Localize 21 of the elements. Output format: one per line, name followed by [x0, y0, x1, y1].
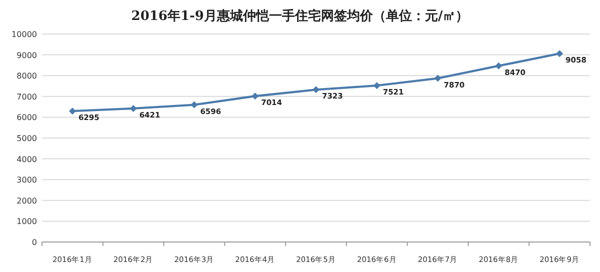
- point: [556, 50, 564, 58]
- y-tick-label: 8000: [16, 72, 37, 81]
- y-tick-label: 9000: [16, 50, 37, 60]
- y-tick-label: 1000: [16, 217, 37, 226]
- point: [68, 108, 76, 115]
- y-tick-label: 10000: [12, 30, 37, 39]
- point: [434, 74, 442, 82]
- point: [373, 82, 380, 90]
- chart-title: 2016年1-9月惠城仲恺一手住宅网签均价（单位：元/㎡）: [131, 8, 469, 24]
- y-tick-label: 7000: [16, 92, 37, 102]
- y-tick-label: 5000: [16, 134, 37, 143]
- y-tick-label: 6000: [16, 113, 37, 122]
- point: [252, 92, 259, 100]
- y-tick-label: 3000: [16, 176, 37, 185]
- point: [495, 62, 502, 70]
- point: [190, 101, 198, 108]
- point: [130, 104, 137, 112]
- point: [312, 86, 320, 94]
- y-tick-label: 0: [32, 238, 37, 247]
- y-tick-label: 4000: [16, 154, 37, 164]
- y-tick-label: 2000: [16, 196, 37, 206]
